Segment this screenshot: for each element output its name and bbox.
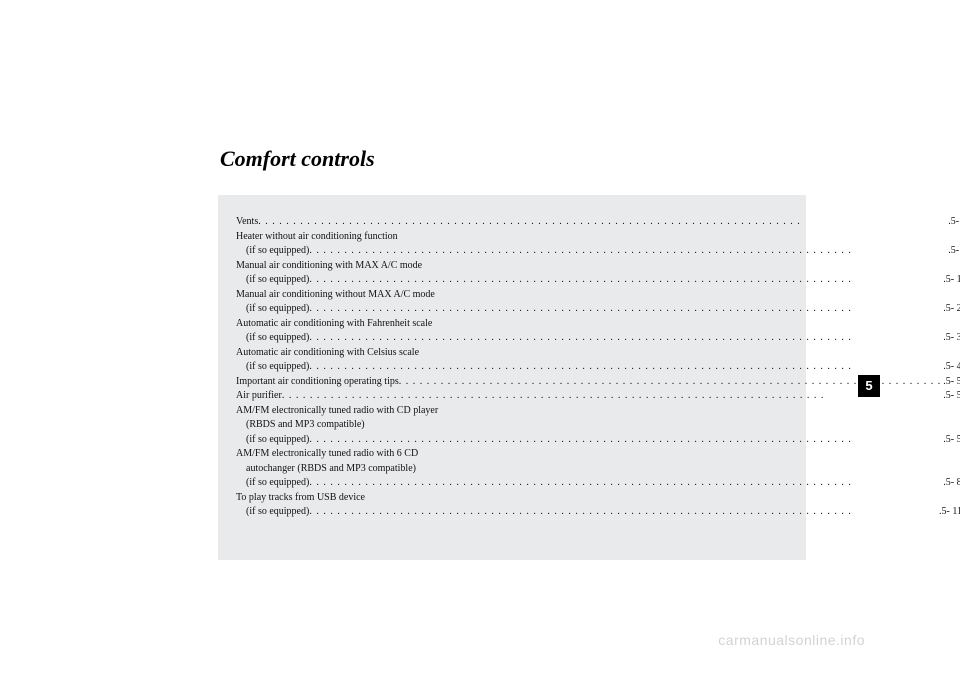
toc-entry-page: .5- 2 [946,215,960,230]
toc-entry-label: (if so equipped) [236,244,309,259]
toc-entry-label: Manual air conditioning with MAX A/C mod… [236,259,422,274]
toc-entry-label: Air purifier [236,389,282,404]
watermark-text: carmanualsonline.info [718,632,865,648]
toc-entry-label: (if so equipped) [236,273,309,288]
toc-column-left: Vents.5- 2Heater without air conditionin… [236,215,960,542]
toc-leader-dots [309,505,937,520]
toc-entry-label: (if so equipped) [236,505,309,520]
toc-entry-page: .5- 31 [941,331,960,346]
chapter-heading: Comfort controls [220,146,375,172]
toc-leader-dots [282,389,941,404]
chapter-tab: 5 [858,375,880,397]
toc-leader-dots [309,302,941,317]
toc-entry-page: .5- 6 [946,244,960,259]
toc-leader-dots [258,215,946,230]
toc-container: Vents.5- 2Heater without air conditionin… [218,195,806,560]
toc-entry-label: AM/FM electronically tuned radio with CD… [236,404,438,419]
toc-entry: Manual air conditioning without MAX A/C … [236,288,960,317]
toc-entry-label: Heater without air conditioning function [236,230,398,245]
toc-entry: Manual air conditioning with MAX A/C mod… [236,259,960,288]
toc-entry-page: .5- 52 [941,389,960,404]
toc-entry-label: Automatic air conditioning with Fahrenhe… [236,317,432,332]
toc-entry-label: (if so equipped) [236,302,309,317]
toc-entry: Automatic air conditioning with Celsius … [236,346,960,375]
toc-entry-label: (if so equipped) [236,433,309,448]
manual-page: Comfort controls Vents.5- 2Heater withou… [0,0,960,678]
toc-entry-label: Important air conditioning operating tip… [236,375,399,390]
toc-entry-page: .5- 41 [941,360,960,375]
toc-entry-label: AM/FM electronically tuned radio with 6 … [236,447,418,462]
toc-entry-label: (RBDS and MP3 compatible) [236,418,365,433]
toc-entry-page: .5- 111 [937,505,960,520]
toc-entry-page: .5- 22 [941,302,960,317]
toc-entry-page: .5- 52 [941,433,960,448]
toc-entry-page: .5- 80 [941,476,960,491]
toc-entry: Automatic air conditioning with Fahrenhe… [236,317,960,346]
toc-entry-label: Automatic air conditioning with Celsius … [236,346,419,361]
toc-entry: AM/FM electronically tuned radio with 6 … [236,447,960,491]
toc-columns: Vents.5- 2Heater without air conditionin… [236,215,788,542]
toc-entry-label: Vents [236,215,258,230]
toc-entry: AM/FM electronically tuned radio with CD… [236,404,960,448]
toc-entry: Important air conditioning operating tip… [236,375,960,390]
toc-leader-dots [309,433,941,448]
toc-entry-label: Manual air conditioning without MAX A/C … [236,288,435,303]
toc-entry-label: (if so equipped) [236,476,309,491]
toc-leader-dots [309,244,946,259]
toc-entry: Heater without air conditioning function… [236,230,960,259]
toc-leader-dots [309,331,941,346]
toc-entry-page: .5- 51 [941,375,960,390]
toc-leader-dots [309,476,941,491]
toc-entry-label: To play tracks from USB device [236,491,365,506]
toc-leader-dots [309,360,941,375]
toc-leader-dots [309,273,941,288]
toc-entry: Air purifier .5- 52 [236,389,960,404]
toc-entry-label: autochanger (RBDS and MP3 compatible) [236,462,416,477]
toc-entry: Vents .5- 2 [236,215,960,230]
toc-entry-label: (if so equipped) [236,360,309,375]
toc-entry-label: (if so equipped) [236,331,309,346]
toc-entry: To play tracks from USB device(if so equ… [236,491,960,520]
toc-entry-page: .5- 12 [941,273,960,288]
